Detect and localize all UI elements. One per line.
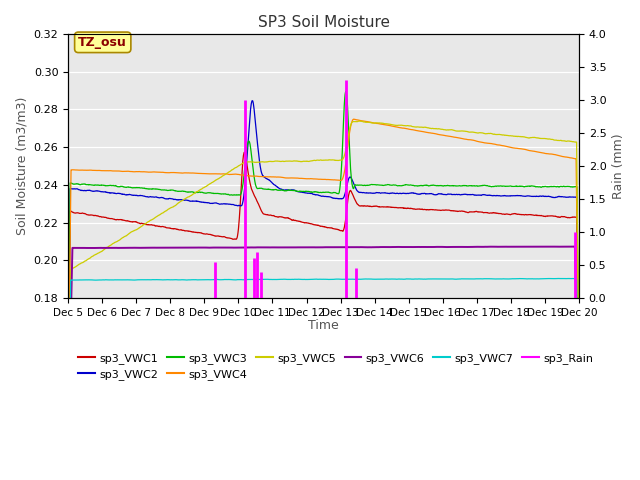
- Title: SP3 Soil Moisture: SP3 Soil Moisture: [257, 15, 390, 30]
- Y-axis label: Rain (mm): Rain (mm): [612, 133, 625, 199]
- Legend: sp3_VWC1, sp3_VWC2, sp3_VWC3, sp3_VWC4, sp3_VWC5, sp3_VWC6, sp3_VWC7, sp3_Rain: sp3_VWC1, sp3_VWC2, sp3_VWC3, sp3_VWC4, …: [74, 348, 598, 384]
- Y-axis label: Soil Moisture (m3/m3): Soil Moisture (m3/m3): [15, 97, 28, 235]
- X-axis label: Time: Time: [308, 319, 339, 332]
- Text: TZ_osu: TZ_osu: [78, 36, 127, 49]
